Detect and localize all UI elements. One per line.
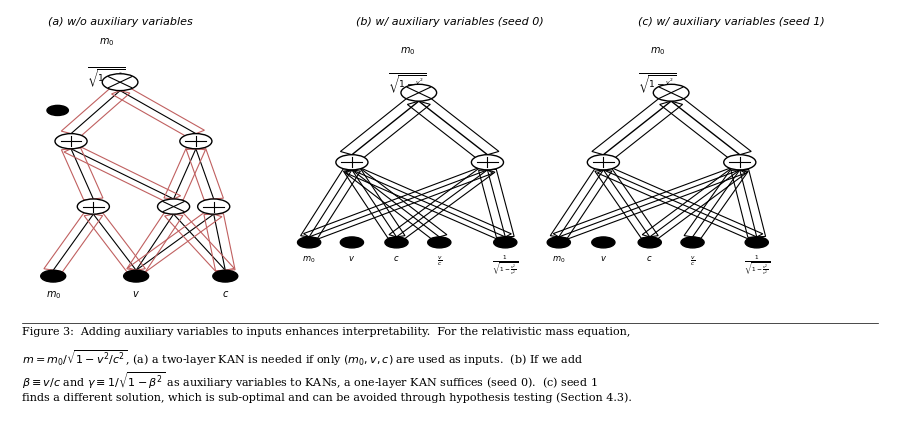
- Text: $v$: $v$: [348, 254, 356, 263]
- Text: $\overline{\sqrt{1-\frac{v^2}{c^2}}}$: $\overline{\sqrt{1-\frac{v^2}{c^2}}}$: [87, 65, 126, 89]
- Text: $\overline{\sqrt{1-\frac{v^2}{c^2}}}$: $\overline{\sqrt{1-\frac{v^2}{c^2}}}$: [388, 72, 427, 95]
- Circle shape: [653, 84, 689, 101]
- Circle shape: [77, 199, 110, 214]
- Circle shape: [724, 155, 756, 170]
- Circle shape: [198, 199, 230, 214]
- Text: $m_0$: $m_0$: [400, 45, 415, 57]
- Text: $c$: $c$: [221, 289, 229, 299]
- Circle shape: [340, 237, 364, 248]
- Text: $\frac{1}{\sqrt{1-\frac{v^2}{c^2}}}$: $\frac{1}{\sqrt{1-\frac{v^2}{c^2}}}$: [492, 254, 518, 278]
- Circle shape: [47, 105, 68, 116]
- Text: $\frac{v}{c}$: $\frac{v}{c}$: [689, 254, 696, 268]
- Text: $m = m_0/\sqrt{1 - v^2/c^2}$, (a) a two-layer KAN is needed if only $(m_0, v, c): $m = m_0/\sqrt{1 - v^2/c^2}$, (a) a two-…: [22, 349, 583, 369]
- Circle shape: [212, 270, 238, 282]
- Circle shape: [472, 155, 503, 170]
- Circle shape: [401, 84, 436, 101]
- Circle shape: [547, 237, 571, 248]
- Text: finds a different solution, which is sub-optimal and can be avoided through hypo: finds a different solution, which is sub…: [22, 393, 632, 403]
- Text: $\overline{\sqrt{1-\frac{v^2}{c^2}}}$: $\overline{\sqrt{1-\frac{v^2}{c^2}}}$: [638, 72, 677, 95]
- Circle shape: [103, 74, 138, 91]
- Text: $c$: $c$: [393, 254, 400, 263]
- Text: $m_0$: $m_0$: [46, 289, 61, 301]
- Circle shape: [681, 237, 704, 248]
- Text: $\beta \equiv v/c$ and $\gamma \equiv 1/\sqrt{1 - \beta^2}$ as auxiliary variabl: $\beta \equiv v/c$ and $\gamma \equiv 1/…: [22, 371, 598, 391]
- Circle shape: [638, 237, 662, 248]
- Circle shape: [588, 155, 619, 170]
- Text: $v$: $v$: [132, 289, 140, 299]
- Text: $c$: $c$: [646, 254, 653, 263]
- Circle shape: [55, 134, 87, 149]
- Text: (c) w/ auxiliary variables (seed 1): (c) w/ auxiliary variables (seed 1): [637, 17, 824, 27]
- Circle shape: [158, 199, 190, 214]
- Text: $v$: $v$: [599, 254, 607, 263]
- Circle shape: [298, 237, 320, 248]
- Circle shape: [123, 270, 148, 282]
- Circle shape: [745, 237, 769, 248]
- Text: $\frac{1}{\sqrt{1-\frac{v^2}{c^2}}}$: $\frac{1}{\sqrt{1-\frac{v^2}{c^2}}}$: [743, 254, 770, 278]
- Circle shape: [494, 237, 517, 248]
- Circle shape: [180, 134, 211, 149]
- Circle shape: [385, 237, 408, 248]
- Text: $m_0$: $m_0$: [302, 254, 316, 265]
- Text: $m_0$: $m_0$: [552, 254, 565, 265]
- Circle shape: [428, 237, 451, 248]
- Text: $\frac{v}{c}$: $\frac{v}{c}$: [436, 254, 442, 268]
- Circle shape: [336, 155, 368, 170]
- Text: Figure 3:  Adding auxiliary variables to inputs enhances interpretability.  For : Figure 3: Adding auxiliary variables to …: [22, 327, 630, 337]
- Circle shape: [592, 237, 615, 248]
- Text: (b) w/ auxiliary variables (seed 0): (b) w/ auxiliary variables (seed 0): [356, 17, 544, 27]
- Text: $m_0$: $m_0$: [650, 45, 665, 57]
- Text: $m_0$: $m_0$: [99, 37, 114, 49]
- Circle shape: [40, 270, 66, 282]
- Text: (a) w/o auxiliary variables: (a) w/o auxiliary variables: [48, 17, 193, 27]
